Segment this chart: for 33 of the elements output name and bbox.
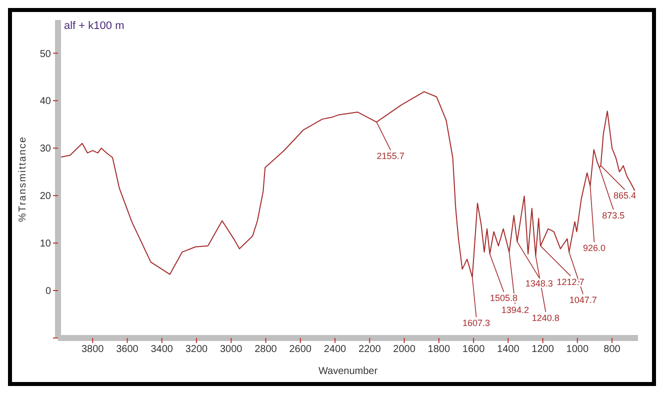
y-tick-label: 50 <box>40 48 52 60</box>
y-tick-label: 0 <box>45 286 52 298</box>
x-tick-label: 3600 <box>116 344 139 356</box>
x-tick-label: 3800 <box>82 344 104 356</box>
x-tick-label: 1600 <box>462 344 486 356</box>
x-tick-label: 3200 <box>185 344 208 356</box>
y-tick-label: 30 <box>40 144 52 155</box>
x-tick-label: 1000 <box>566 344 589 356</box>
y-tick-label: 20 <box>40 191 52 202</box>
y-tick-label: 40 <box>40 96 52 108</box>
x-axis-title: Wavenumber <box>318 366 378 377</box>
annotation: 865.4 <box>614 190 636 201</box>
annotation: 2155.7 <box>376 151 404 162</box>
annotation: 873.5 <box>602 210 625 221</box>
annotation: 1607.3 <box>462 318 490 328</box>
x-tick-label: 1400 <box>497 344 520 356</box>
annotation: 1240.8 <box>532 312 560 323</box>
x-tick-label: 2200 <box>358 344 382 356</box>
chart-title: alf + k100 m <box>64 20 124 32</box>
y-axis-title: %Transmittance <box>18 136 29 222</box>
x-tick-label: 2600 <box>289 344 312 356</box>
x-tick-label: 1200 <box>532 344 554 356</box>
x-tick-label: 3400 <box>150 344 174 356</box>
y-tick-label: 10 <box>40 238 52 250</box>
x-tick-label: 800 <box>604 344 621 356</box>
x-tick-label: 2000 <box>393 344 416 356</box>
x-tick-label: 1800 <box>428 344 450 356</box>
x-tick-label: 3000 <box>220 344 243 356</box>
annotation: 1047.7 <box>569 295 597 306</box>
annotation: 1394.2 <box>501 305 529 316</box>
annotation: 926.0 <box>582 243 606 254</box>
x-tick-label: 2400 <box>324 344 347 356</box>
x-tick-label: 2800 <box>254 344 278 356</box>
